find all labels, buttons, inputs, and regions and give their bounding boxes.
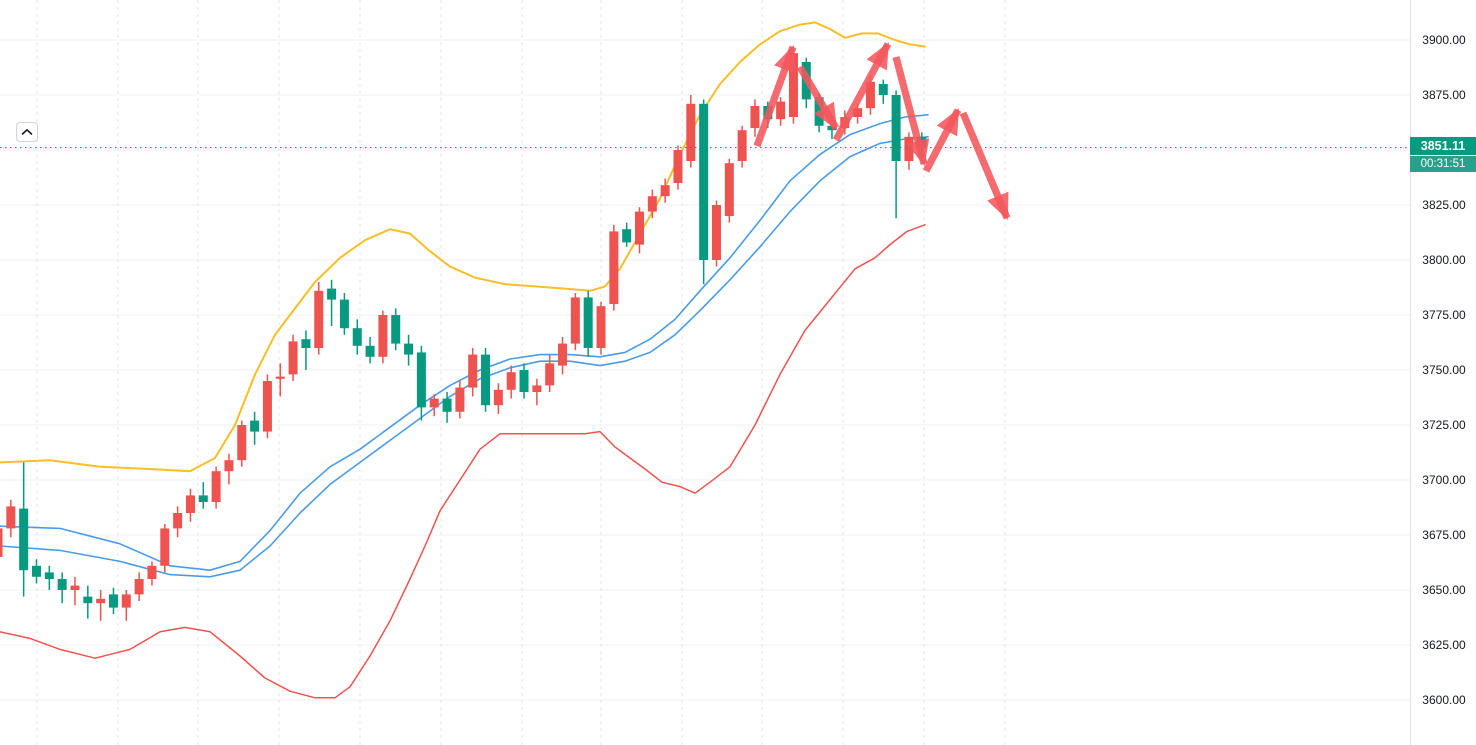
price-axis-tick: 3625.00 — [1422, 638, 1466, 652]
lower-band-red-line — [0, 224, 926, 699]
candle — [635, 207, 644, 254]
candle — [481, 348, 491, 412]
candle — [224, 453, 234, 485]
bar-countdown-label: 00:31:51 — [1410, 155, 1476, 172]
candle — [237, 420, 247, 467]
candle — [314, 282, 324, 355]
trend-arrow-down[interactable] — [892, 56, 930, 167]
candle — [558, 337, 568, 375]
candle — [596, 301, 606, 355]
ma-blue-1-line — [0, 114, 929, 572]
trend-arrow-up[interactable] — [922, 108, 962, 173]
trend-arrow-up[interactable] — [832, 42, 892, 142]
price-axis-tick: 3750.00 — [1422, 363, 1466, 377]
price-axis-tick: 3650.00 — [1422, 583, 1466, 597]
candle — [776, 97, 786, 126]
candle — [724, 158, 734, 223]
candle — [44, 565, 54, 590]
price-axis[interactable]: 3900.003875.003850.003825.003800.003775.… — [1410, 0, 1476, 745]
price-axis-tick: 3675.00 — [1422, 528, 1466, 542]
candle — [429, 394, 439, 417]
candle — [83, 585, 93, 619]
candle — [288, 334, 298, 381]
candle — [352, 319, 362, 355]
candle — [532, 378, 542, 406]
candle — [185, 488, 195, 522]
candle — [647, 189, 657, 219]
price-axis-tick: 3875.00 — [1422, 88, 1466, 102]
candle — [686, 95, 696, 168]
candle — [711, 200, 721, 267]
candle — [147, 561, 157, 586]
candle — [211, 466, 221, 509]
candle — [70, 576, 80, 606]
price-axis-tick: 3775.00 — [1422, 308, 1466, 322]
price-axis-tick: 3725.00 — [1422, 418, 1466, 432]
candle — [160, 524, 170, 573]
candle — [622, 222, 632, 247]
candle — [750, 99, 760, 137]
candle — [96, 590, 106, 621]
candle — [570, 293, 580, 351]
candle — [327, 279, 337, 326]
candle — [134, 572, 144, 601]
candle — [506, 365, 516, 399]
candle — [57, 572, 67, 604]
candle — [904, 132, 914, 170]
chevron-up-icon — [21, 128, 33, 135]
candle — [442, 392, 452, 423]
candle — [455, 381, 465, 419]
upper-band-yellow-line — [0, 21, 926, 473]
candle — [416, 345, 426, 421]
candle — [339, 293, 349, 335]
price-axis-tick: 3600.00 — [1422, 693, 1466, 707]
candle — [583, 290, 593, 357]
chart-pane[interactable] — [0, 0, 1410, 745]
candle — [493, 383, 503, 414]
candle — [121, 590, 131, 621]
candle — [250, 411, 260, 445]
candle — [609, 224, 619, 311]
trend-arrow-up[interactable] — [753, 44, 797, 148]
candle — [468, 348, 478, 397]
candle — [378, 310, 388, 364]
candle — [391, 308, 401, 351]
price-axis-tick: 3825.00 — [1422, 198, 1466, 212]
price-axis-tick: 3700.00 — [1422, 473, 1466, 487]
candle — [31, 559, 41, 584]
candle — [365, 337, 375, 364]
candle — [262, 374, 272, 439]
candlestick-chart — [0, 0, 1410, 745]
candle — [737, 125, 747, 168]
current-price-label: 3851.11 — [1410, 137, 1476, 156]
candle — [878, 79, 888, 104]
candle — [19, 462, 29, 597]
candle — [660, 178, 670, 203]
candle — [699, 99, 709, 285]
candle — [108, 587, 118, 615]
candle — [173, 506, 183, 538]
price-axis-tick: 3900.00 — [1422, 33, 1466, 47]
candle — [519, 363, 529, 399]
candle — [0, 528, 3, 557]
price-axis-tick: 3800.00 — [1422, 253, 1466, 267]
vertical-gridlines — [36, 0, 1006, 745]
trend-arrow-down[interactable] — [959, 111, 1011, 220]
ma-blue-2-line — [0, 136, 929, 578]
candle — [673, 145, 683, 190]
collapse-chevron-button[interactable] — [16, 122, 38, 142]
candle — [301, 330, 311, 370]
candle — [6, 499, 16, 538]
trend-arrows-annotation[interactable] — [753, 42, 1011, 220]
candle — [275, 363, 285, 397]
candle — [198, 482, 208, 509]
candle — [404, 334, 414, 366]
candle — [545, 354, 555, 392]
trend-arrow-down[interactable] — [796, 65, 840, 130]
indicator-overlays — [0, 21, 929, 699]
candle — [891, 90, 901, 219]
